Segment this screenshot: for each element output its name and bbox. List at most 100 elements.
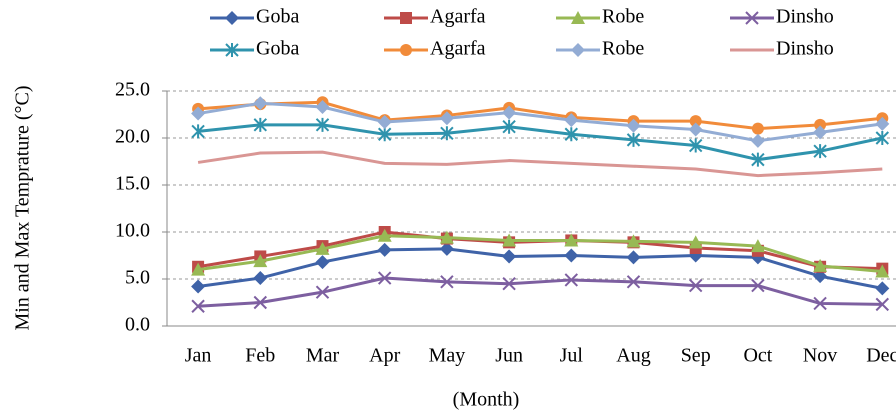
marker [626,250,641,265]
marker [377,228,392,242]
x-tick-label: Nov [803,345,837,367]
marker [253,117,268,132]
marker [689,115,702,128]
marker [751,122,764,135]
marker [751,152,765,167]
marker [564,233,579,247]
marker [745,11,759,25]
y-tick-label: 5.0 [125,267,150,289]
marker [377,115,392,130]
marker [191,279,206,294]
marker [439,230,454,244]
marker [688,122,703,137]
marker [751,278,765,293]
x-tick-label: Mar [306,345,340,367]
marker [400,12,412,24]
marker [626,132,641,147]
marker [814,118,827,131]
marker [688,138,703,153]
marker [440,275,454,289]
marker [875,297,890,312]
x-tick-label: Jan [185,345,212,367]
marker [225,11,239,25]
marker [813,144,827,159]
marker [813,258,828,272]
legend-label: Agarfa [430,6,486,28]
marker [315,285,330,299]
marker [875,116,890,131]
x-tick-label: May [429,345,466,367]
marker [564,127,579,142]
marker [191,124,205,139]
legend-label: Robe [602,6,644,28]
marker [315,117,330,132]
marker [626,275,641,289]
marker [564,248,579,263]
marker [502,249,517,264]
marker [439,241,454,256]
marker [688,235,703,249]
marker [813,296,827,311]
marker [440,126,454,141]
marker [688,278,703,293]
x-tick-label: Oct [743,345,772,367]
y-tick-label: 10.0 [115,220,150,242]
marker [315,241,330,255]
legend-label: Goba [256,38,299,60]
marker [439,111,454,126]
legend-label: Goba [256,6,299,28]
marker [750,239,765,253]
series-line [197,101,883,143]
y-tick-label: 20.0 [115,126,150,148]
marker [191,299,205,313]
marker [875,131,890,145]
marker [813,125,828,140]
marker [315,255,330,270]
legend-label: Dinsho [776,6,834,28]
marker [564,113,579,128]
marker [400,44,412,56]
series-line [198,276,883,308]
x-tick-label: Jul [560,345,584,367]
y-tick-label: 25.0 [115,79,150,101]
x-axis-label: (Month) [453,389,520,411]
legend-label: Agarfa [430,38,486,60]
series-line [197,150,883,178]
marker [502,233,517,247]
legend-label: Dinsho [776,38,834,60]
marker [502,276,516,291]
marker [377,242,392,257]
marker [571,11,585,24]
marker [377,127,392,142]
marker [377,271,392,285]
marker [502,119,516,134]
x-tick-label: Aug [616,345,650,367]
marker [253,96,268,111]
marker [571,43,585,57]
marker [253,271,268,286]
marker [875,281,890,296]
legend-label: Robe [602,38,644,60]
y-tick-label: 15.0 [115,173,150,195]
series-line [197,247,883,290]
marker [875,264,890,278]
marker [253,254,268,268]
marker [564,273,579,287]
marker [502,105,517,120]
x-tick-label: Dec [866,345,896,367]
y-tick-label: 0.0 [125,314,150,336]
marker [626,234,641,248]
series-line [197,234,883,273]
marker [626,118,641,133]
series-line [197,123,883,162]
marker [315,99,330,114]
marker [191,106,206,121]
marker [225,43,239,57]
y-axis-label: Min and Max Temprature (°C) [12,85,34,330]
marker [750,133,765,148]
x-tick-label: Jun [495,345,523,367]
x-tick-label: Apr [369,345,400,367]
x-tick-label: Sep [681,345,711,367]
series-line [197,100,883,131]
